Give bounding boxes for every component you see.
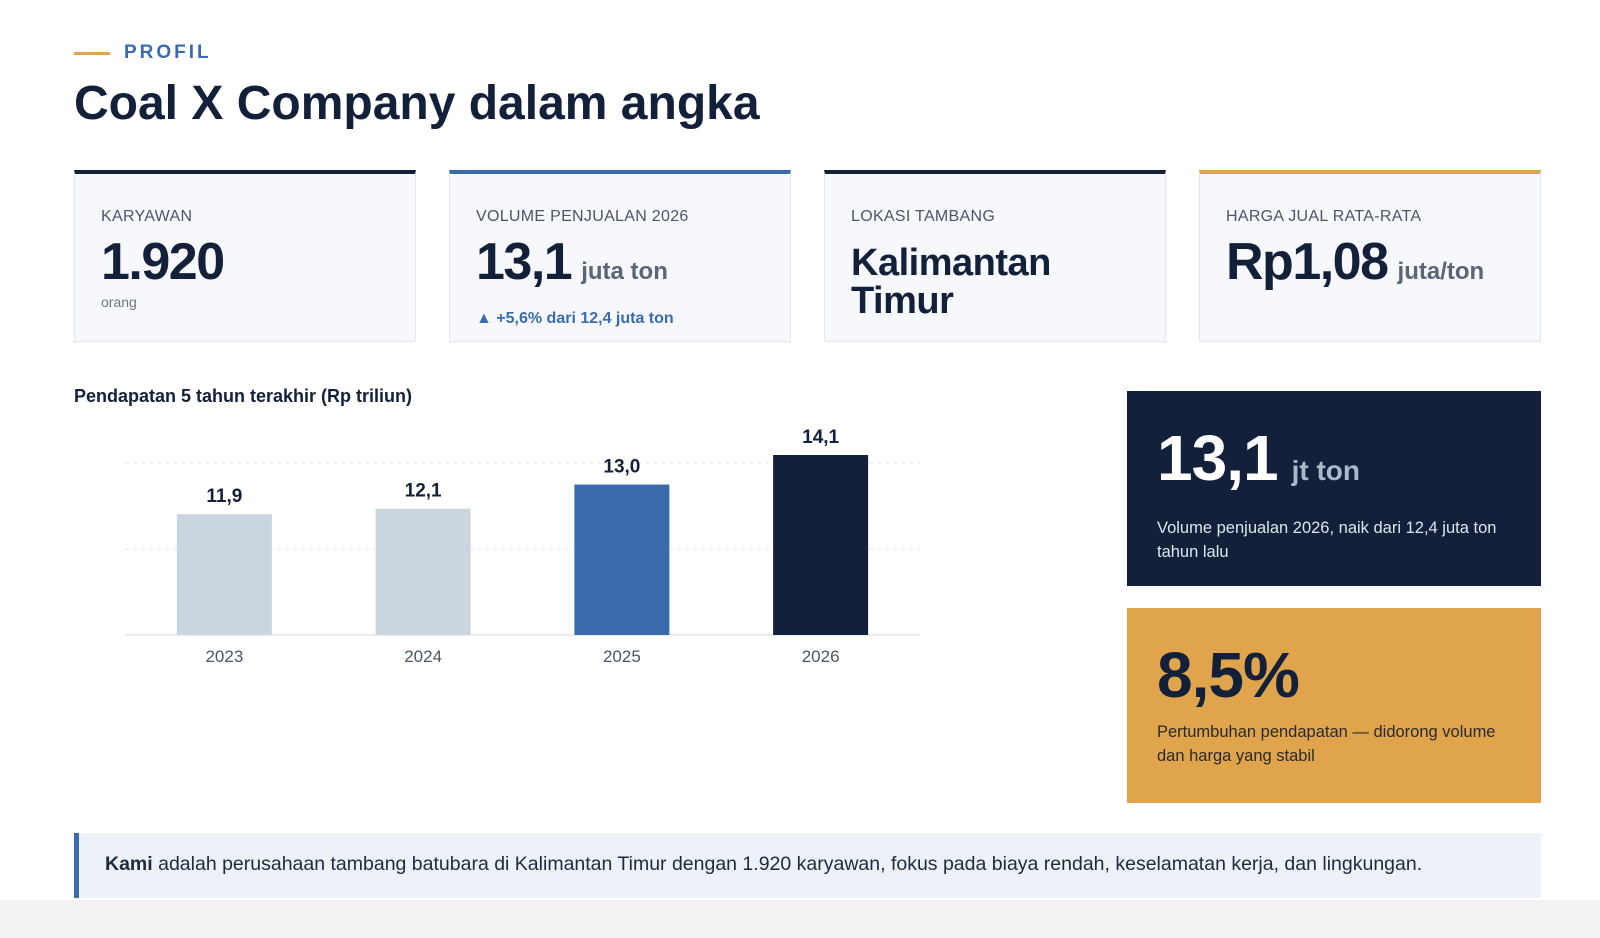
x-tick-label: 2026: [802, 647, 840, 666]
card-label: VOLUME PENJUALAN 2026: [476, 208, 689, 225]
footer-text: adalah perusahaan tambang batubara di Ka…: [158, 853, 1423, 875]
card-value: 13,1 juta ton: [476, 234, 764, 300]
bottom-strip: [0, 900, 1600, 938]
highlight-box: 13,1 jt ton Volume penjualan 2026, naik da…: [1127, 391, 1541, 586]
highlight-value: 8,5%: [1157, 642, 1511, 708]
highlight-box: 8,5% Pertumbuhan pendapatan — didorong vo…: [1127, 608, 1541, 803]
kicker: PROFIL: [74, 42, 212, 64]
highlight-number: 13,1: [1157, 422, 1279, 494]
x-tick-label: 2024: [404, 647, 442, 666]
card-value-text: 13,1: [476, 233, 573, 291]
highlight-number: 8,5%: [1157, 639, 1300, 711]
card-note: ▲ +5,6% dari 12,4 juta ton: [476, 310, 674, 327]
value-label: 12,1: [405, 481, 442, 502]
highlight-text: Pertumbuhan pendapatan — didorong volume…: [1157, 723, 1496, 765]
bar: [375, 508, 471, 635]
chart: Pendapatan 5 tahun terakhir (Rp triliun)…: [74, 386, 920, 666]
stat-card: HARGA JUAL RATA-RATA Rp1,08 juta/ton: [1199, 170, 1541, 342]
card-value-text: 1.920: [101, 233, 225, 291]
value-label: 14,1: [802, 427, 839, 448]
highlight-unit: jt ton: [1291, 455, 1360, 486]
value-label: 13,0: [603, 457, 640, 478]
chart-title: Pendapatan 5 tahun terakhir (Rp triliun): [74, 386, 412, 406]
highlight-value: 13,1 jt ton: [1157, 425, 1511, 504]
footer-lead: Kami: [105, 853, 153, 875]
bar: [574, 484, 670, 635]
card-value: Kalimantan Timur: [851, 244, 1139, 320]
card-unit: orang: [101, 294, 137, 310]
footer: Kami adalah perusahaan tambang batubara …: [74, 833, 1541, 898]
card-value-text: Kalimantan Timur: [851, 242, 1051, 322]
stat-card: KARYAWAN 1.920 orang: [74, 170, 416, 342]
card-label: LOKASI TAMBANG: [851, 208, 996, 225]
card-unit: juta/ton: [1397, 258, 1485, 285]
value-label: 11,9: [206, 486, 242, 507]
card-label: HARGA JUAL RATA-RATA: [1226, 208, 1422, 225]
title: Coal X Company dalam angka: [74, 77, 760, 130]
card-unit: juta ton: [581, 258, 668, 285]
highlight-text: Volume penjualan 2026, naik dari 12,4 ju…: [1157, 519, 1497, 561]
bar: [176, 514, 272, 635]
x-tick-label: 2025: [603, 647, 641, 666]
stat-card: LOKASI TAMBANG Kalimantan Timur: [824, 170, 1166, 342]
x-tick-label: 2023: [205, 647, 243, 666]
card-value: Rp1,08 juta/ton: [1226, 234, 1514, 300]
card-value-text: Rp1,08: [1226, 233, 1389, 291]
bar: [773, 455, 869, 635]
card-label: KARYAWAN: [101, 208, 193, 225]
stat-card: VOLUME PENJUALAN 2026 13,1 juta ton ▲ +5,6%…: [449, 170, 791, 342]
card-value: 1.920: [101, 234, 389, 290]
